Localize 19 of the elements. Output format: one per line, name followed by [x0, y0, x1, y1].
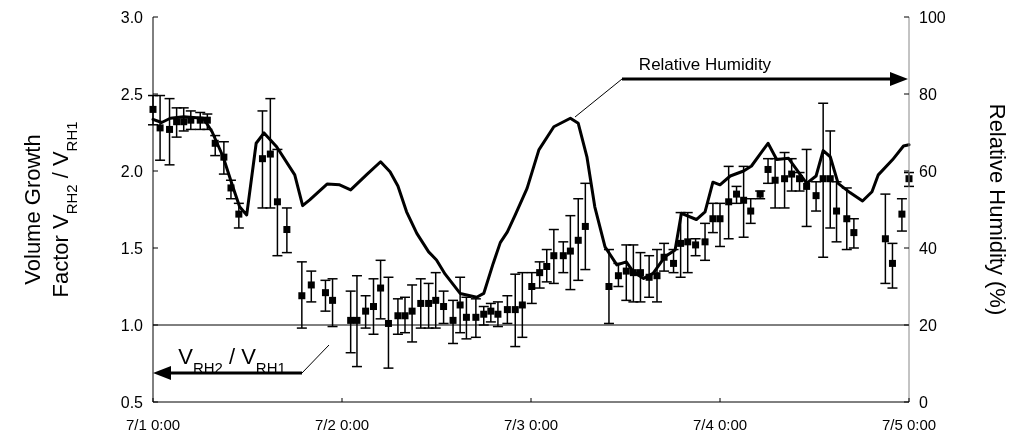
y-tick-label: 1.5	[120, 239, 144, 257]
y2-tick-label: 100	[919, 8, 946, 26]
y2-tick-label: 20	[919, 316, 937, 334]
x-tick-label: 7/3 0:00	[503, 416, 559, 433]
y-tick-label: 3.0	[120, 8, 144, 26]
x-tick-label: 7/2 0:00	[314, 416, 370, 433]
x-tick-label: 7/5 0:00	[881, 416, 937, 433]
y2-tick-label: 40	[919, 239, 937, 257]
y-tick-label: 1.0	[120, 316, 144, 334]
y-tick-label: 2.0	[120, 162, 144, 180]
x-tick-label: 7/4 0:00	[692, 416, 748, 433]
annotation: Relative Humidity	[638, 55, 772, 74]
y2-tick-label: 80	[919, 85, 937, 103]
y-tick-label: 0.5	[120, 393, 144, 411]
y2-tick-label: 0	[919, 393, 928, 411]
x-tick-label: 7/1 0:00	[125, 416, 181, 433]
y-tick-label: 2.5	[120, 85, 144, 103]
y2-axis-title: Relative Humidity (%)	[985, 103, 1010, 316]
y2-tick-label: 60	[919, 162, 937, 180]
